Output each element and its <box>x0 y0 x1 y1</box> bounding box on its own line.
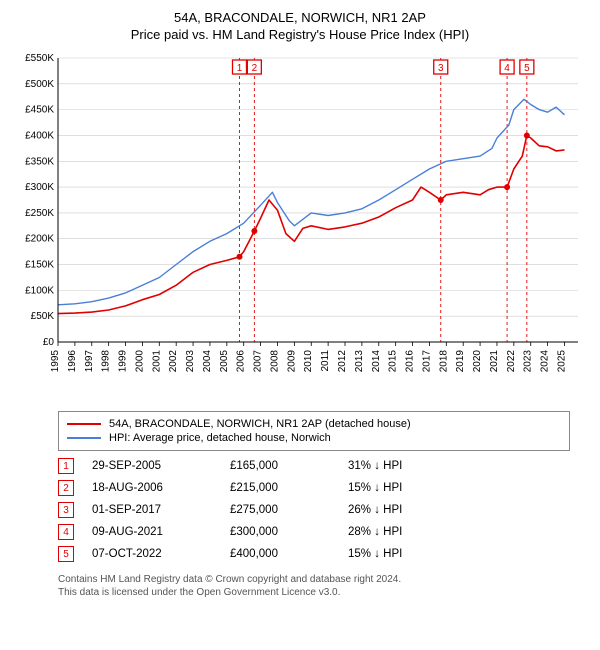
svg-text:1997: 1997 <box>84 350 95 373</box>
svg-text:2010: 2010 <box>303 350 314 373</box>
svg-text:2006: 2006 <box>236 350 247 373</box>
sale-price: £400,000 <box>230 548 330 560</box>
sale-date: 01-SEP-2017 <box>92 504 212 516</box>
sale-date: 09-AUG-2021 <box>92 526 212 538</box>
svg-text:£0: £0 <box>43 337 55 348</box>
page-title: 54A, BRACONDALE, NORWICH, NR1 2AP <box>10 10 590 25</box>
svg-text:2009: 2009 <box>286 350 297 373</box>
legend-label: 54A, BRACONDALE, NORWICH, NR1 2AP (detac… <box>109 418 411 430</box>
svg-text:2003: 2003 <box>185 350 196 373</box>
sale-price: £275,000 <box>230 504 330 516</box>
svg-text:4: 4 <box>504 63 510 74</box>
sale-row: 1 29-SEP-2005 £165,000 31% ↓ HPI <box>58 455 570 477</box>
svg-text:2018: 2018 <box>438 350 449 373</box>
svg-text:2005: 2005 <box>219 350 230 373</box>
sale-row: 4 09-AUG-2021 £300,000 28% ↓ HPI <box>58 521 570 543</box>
sale-row: 5 07-OCT-2022 £400,000 15% ↓ HPI <box>58 543 570 565</box>
sale-row: 3 01-SEP-2017 £275,000 26% ↓ HPI <box>58 499 570 521</box>
svg-text:2012: 2012 <box>337 350 348 373</box>
legend: 54A, BRACONDALE, NORWICH, NR1 2AP (detac… <box>58 411 570 451</box>
sale-diff: 26% ↓ HPI <box>348 504 458 516</box>
svg-text:2025: 2025 <box>556 350 567 373</box>
legend-swatch <box>67 423 101 425</box>
legend-item: 54A, BRACONDALE, NORWICH, NR1 2AP (detac… <box>67 417 561 431</box>
sale-number-box: 1 <box>58 458 74 474</box>
svg-text:£450K: £450K <box>25 105 54 116</box>
svg-text:2020: 2020 <box>472 350 483 373</box>
footer-line-1: Contains HM Land Registry data © Crown c… <box>58 573 570 586</box>
svg-text:1996: 1996 <box>67 350 78 373</box>
sale-date: 18-AUG-2006 <box>92 482 212 494</box>
svg-text:2008: 2008 <box>269 350 280 373</box>
svg-text:1995: 1995 <box>50 350 61 373</box>
svg-text:1998: 1998 <box>101 350 112 373</box>
sale-price: £165,000 <box>230 460 330 472</box>
svg-text:2022: 2022 <box>506 350 517 373</box>
svg-text:1: 1 <box>237 63 243 74</box>
svg-text:£150K: £150K <box>25 260 54 271</box>
svg-text:£300K: £300K <box>25 182 54 193</box>
svg-text:2023: 2023 <box>523 350 534 373</box>
svg-text:£350K: £350K <box>25 156 54 167</box>
svg-text:2011: 2011 <box>320 350 331 372</box>
svg-text:2017: 2017 <box>421 350 432 373</box>
sale-diff: 28% ↓ HPI <box>348 526 458 538</box>
page-subtitle: Price paid vs. HM Land Registry's House … <box>10 27 590 42</box>
svg-text:2000: 2000 <box>134 350 145 373</box>
sale-date: 07-OCT-2022 <box>92 548 212 560</box>
legend-label: HPI: Average price, detached house, Norw… <box>109 432 331 444</box>
sale-price: £215,000 <box>230 482 330 494</box>
svg-text:£550K: £550K <box>25 53 54 64</box>
price-chart: £0 £50K £100K £150K £200K £250K £300K £350K £400… <box>10 48 590 403</box>
sale-diff: 15% ↓ HPI <box>348 482 458 494</box>
svg-text:£50K: £50K <box>31 311 55 322</box>
svg-text:2015: 2015 <box>388 350 399 373</box>
svg-text:2002: 2002 <box>168 350 179 373</box>
svg-text:2016: 2016 <box>405 350 416 373</box>
sales-table: 1 29-SEP-2005 £165,000 31% ↓ HPI 2 18-AUG-200… <box>58 455 570 565</box>
svg-text:2004: 2004 <box>202 350 213 373</box>
svg-text:£200K: £200K <box>25 234 54 245</box>
sale-price: £300,000 <box>230 526 330 538</box>
svg-text:2007: 2007 <box>253 350 264 373</box>
legend-item: HPI: Average price, detached house, Norw… <box>67 431 561 445</box>
legend-swatch <box>67 437 101 439</box>
sale-number-box: 3 <box>58 502 74 518</box>
svg-text:2021: 2021 <box>489 350 500 373</box>
svg-text:3: 3 <box>438 63 444 74</box>
svg-text:£250K: £250K <box>25 208 54 219</box>
svg-text:£400K: £400K <box>25 130 54 141</box>
svg-text:2014: 2014 <box>371 350 382 373</box>
sale-number-box: 5 <box>58 546 74 562</box>
svg-text:2013: 2013 <box>354 350 365 373</box>
sale-row: 2 18-AUG-2006 £215,000 15% ↓ HPI <box>58 477 570 499</box>
svg-text:2019: 2019 <box>455 350 466 373</box>
svg-text:2024: 2024 <box>540 350 551 373</box>
svg-text:1999: 1999 <box>118 350 129 373</box>
svg-text:2001: 2001 <box>151 350 162 373</box>
footer-attribution: Contains HM Land Registry data © Crown c… <box>58 573 570 599</box>
sale-diff: 31% ↓ HPI <box>348 460 458 472</box>
sale-number-box: 2 <box>58 480 74 496</box>
svg-text:£100K: £100K <box>25 285 54 296</box>
sale-date: 29-SEP-2005 <box>92 460 212 472</box>
sale-number-box: 4 <box>58 524 74 540</box>
footer-line-2: This data is licensed under the Open Gov… <box>58 586 570 599</box>
svg-text:2: 2 <box>252 63 258 74</box>
svg-text:5: 5 <box>524 63 530 74</box>
svg-text:£500K: £500K <box>25 79 54 90</box>
sale-diff: 15% ↓ HPI <box>348 548 458 560</box>
